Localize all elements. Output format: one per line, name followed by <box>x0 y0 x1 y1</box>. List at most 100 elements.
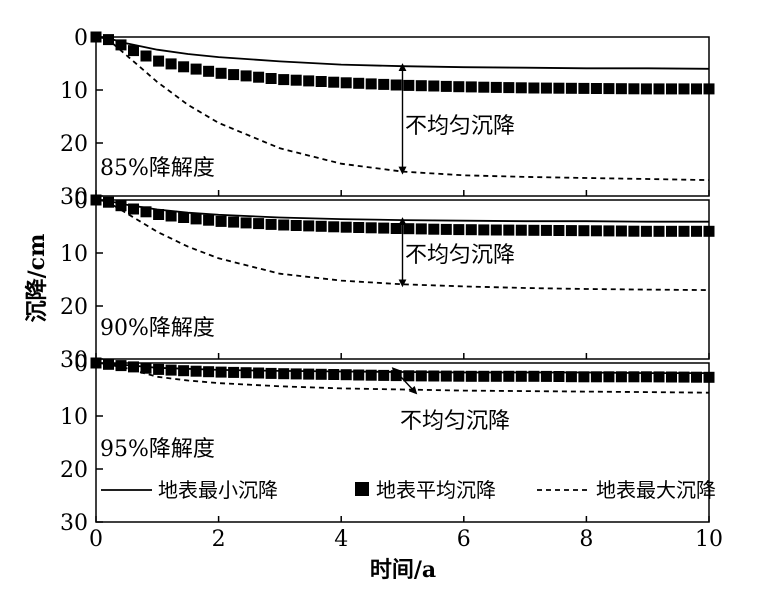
series-avg-marker <box>140 206 152 218</box>
series-avg-marker <box>328 76 340 88</box>
series-avg-marker <box>190 365 202 377</box>
annotation-label: 不均匀沉降 <box>405 243 515 268</box>
series-avg-marker <box>540 224 552 236</box>
series-avg-marker <box>365 222 377 234</box>
series-avg-marker <box>215 215 227 227</box>
series-avg-marker <box>115 200 127 212</box>
series-avg-marker <box>278 368 290 380</box>
series-avg-marker <box>228 216 240 228</box>
series-avg-marker <box>678 371 690 383</box>
series-avg-marker <box>265 73 277 84</box>
series-avg-marker <box>153 363 165 375</box>
panel-2: 0 10 20 30 不均匀沉降 90%降解度 <box>60 189 715 373</box>
series-avg-marker <box>603 83 615 95</box>
series-avg-marker <box>666 83 677 95</box>
y-tick-label: 10 <box>60 242 88 267</box>
y-tick-label: 30 <box>60 348 88 373</box>
series-avg-marker <box>553 371 565 382</box>
series-avg-marker <box>90 194 102 206</box>
series-avg-marker <box>365 369 377 381</box>
series-avg-marker <box>528 224 540 236</box>
series-avg-marker <box>290 368 302 380</box>
legend: 地表最小沉降 地表平均沉降 地表最大沉降 <box>101 478 716 502</box>
series-avg-marker <box>503 82 515 94</box>
series-avg-marker <box>90 357 102 369</box>
series-avg-marker <box>315 76 327 87</box>
series-avg-marker <box>603 371 615 383</box>
series-avg-marker <box>678 83 690 95</box>
y-tick-label: 20 <box>60 458 88 483</box>
series-avg-marker <box>478 370 490 382</box>
series-avg-marker <box>691 225 702 237</box>
series-avg-marker <box>678 225 690 237</box>
series-avg-marker <box>503 224 515 236</box>
series-avg-marker <box>403 223 415 235</box>
series-avg-marker <box>703 225 715 237</box>
x-tick-label: 8 <box>579 527 593 552</box>
series-avg-marker <box>490 370 502 382</box>
series-avg-marker <box>478 81 490 93</box>
series-avg-marker <box>303 368 315 380</box>
series-avg-marker <box>128 45 139 57</box>
series-avg-marker <box>340 369 352 381</box>
series-avg-marker <box>315 368 327 380</box>
series-avg-marker <box>515 82 527 94</box>
x-tick-label: 6 <box>457 527 471 552</box>
y-tick-label: 0 <box>74 189 88 214</box>
series-avg-marker <box>666 225 677 237</box>
series-avg-marker <box>253 71 265 83</box>
x-tick-label: 0 <box>89 527 103 552</box>
series-avg-marker <box>590 225 602 237</box>
series-avg-marker <box>203 366 215 378</box>
series-avg-marker <box>240 367 252 379</box>
series-avg-marker <box>640 225 652 237</box>
series-avg-marker <box>628 371 640 383</box>
series-avg-marker <box>415 370 427 382</box>
series-avg-marker <box>565 371 577 383</box>
series-avg-marker <box>653 225 665 237</box>
series-avg-marker <box>440 80 452 92</box>
series-avg-marker <box>640 83 652 95</box>
series-avg-marker <box>465 81 477 93</box>
series-avg-marker <box>578 82 590 94</box>
series-avg-marker <box>553 225 565 236</box>
series-avg-marker <box>453 370 465 382</box>
series-avg-marker <box>590 371 602 383</box>
series-avg-marker <box>553 82 565 94</box>
series-avg-marker <box>253 367 265 379</box>
series-avg-marker <box>190 213 202 225</box>
series-avg-marker <box>228 69 240 81</box>
series-avg-marker <box>315 220 327 232</box>
uneven-settlement-arrow <box>391 367 418 395</box>
series-avg-marker <box>103 358 114 370</box>
series-avg-marker <box>453 224 465 236</box>
series-avg-marker <box>440 223 452 235</box>
series-avg-marker <box>428 370 440 382</box>
series-avg-marker <box>165 364 177 376</box>
series-avg-marker <box>328 221 340 233</box>
series-avg-marker <box>90 31 102 43</box>
series-avg-marker <box>565 225 577 237</box>
series-avg-marker <box>478 224 490 236</box>
series-avg-marker <box>353 222 365 233</box>
series-avg-marker <box>153 55 165 67</box>
series-avg-marker <box>153 209 165 220</box>
series-avg-marker <box>228 366 240 378</box>
series-avg-marker <box>528 82 540 94</box>
series-avg-marker <box>353 77 365 89</box>
x-tick-label: 4 <box>334 527 348 552</box>
series-avg-marker <box>428 80 440 92</box>
series-avg-marker <box>503 370 515 382</box>
series-avg-marker <box>440 370 452 382</box>
series-avg-marker <box>691 371 702 383</box>
series-avg-marker <box>403 79 415 91</box>
series-avg-marker <box>390 79 402 91</box>
series-avg-marker <box>540 82 552 94</box>
series-avg-marker <box>378 78 390 90</box>
annotation-label: 不均匀沉降 <box>400 409 510 434</box>
series-avg-marker <box>465 224 477 236</box>
y-tick-label: 0 <box>74 26 88 51</box>
series-avg-marker <box>691 83 702 95</box>
series-avg-marker <box>265 218 277 230</box>
